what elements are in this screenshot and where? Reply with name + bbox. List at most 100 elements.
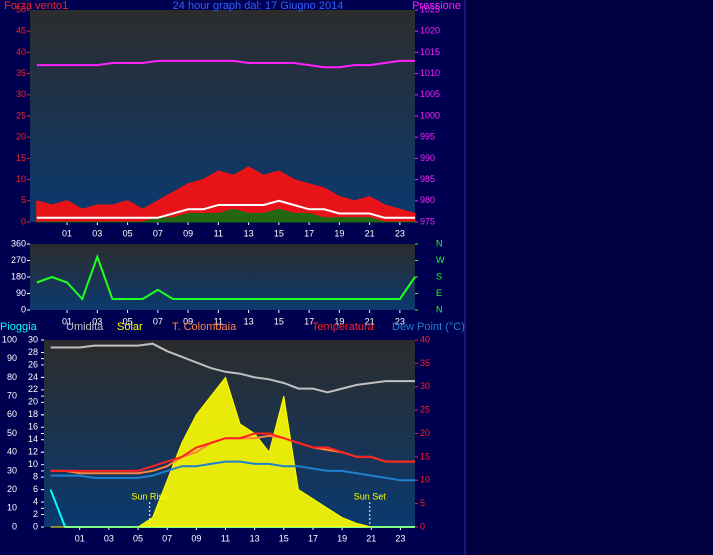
- y2-tick-label: 5: [420, 498, 425, 508]
- y2-tick-label: 1020: [420, 26, 440, 36]
- y2-tick-label: N: [436, 304, 443, 314]
- y3-tick-label: 14: [28, 434, 38, 444]
- y3-tick-label: 8: [33, 472, 38, 482]
- x-tick-label: 17: [304, 316, 314, 326]
- y3-tick-label: 0: [33, 521, 38, 531]
- y2-axis-label: Pressione: [412, 0, 461, 12]
- y2-tick-label: 10: [420, 475, 430, 485]
- y-tick-label: 40: [7, 447, 17, 457]
- y2-tick-label: 1025: [420, 4, 440, 14]
- y-tick-label: 50: [7, 428, 17, 438]
- y-tick-label: 0: [21, 304, 26, 314]
- legend-entry: Solar: [117, 321, 143, 333]
- y2-tick-label: 1005: [420, 89, 440, 99]
- y2-tick-label: 1000: [420, 110, 440, 120]
- series-area: [36, 166, 416, 223]
- x-tick-label: 07: [153, 316, 163, 326]
- x-tick-label: 03: [92, 316, 102, 326]
- x-tick-label: 23: [395, 228, 405, 238]
- y-tick-label: 50: [16, 4, 26, 14]
- y2-tick-label: 40: [420, 334, 430, 344]
- y2-tick-label: 1010: [420, 68, 440, 78]
- legend-entry: Pioggia: [0, 321, 38, 333]
- x-tick-label: 11: [214, 228, 223, 238]
- y2-tick-label: S: [436, 271, 442, 281]
- y2-tick-label: 15: [420, 451, 430, 461]
- x-tick-label: 21: [366, 533, 376, 543]
- x-tick-label: 01: [62, 228, 72, 238]
- x-tick-label: 11: [214, 316, 223, 326]
- x-tick-label: 23: [395, 316, 405, 326]
- y-tick-label: 40: [16, 47, 26, 57]
- y-tick-label: 0: [12, 521, 17, 531]
- x-tick-label: 05: [133, 533, 143, 543]
- y-tick-label: 0: [21, 216, 26, 226]
- chart-title: 24 hour graph dal: 17 Giugno 2014: [173, 0, 344, 12]
- legend-entry: Umidita: [66, 321, 104, 333]
- y3-tick-label: 12: [28, 447, 38, 457]
- y-tick-label: 70: [7, 390, 17, 400]
- y-tick-label: 80: [7, 372, 17, 382]
- y2-tick-label: 980: [420, 195, 435, 205]
- x-tick-label: 07: [162, 533, 172, 543]
- series-line: [50, 432, 415, 472]
- y3-tick-label: 20: [28, 397, 38, 407]
- x-tick-label: 23: [395, 533, 405, 543]
- y2-tick-label: 1015: [420, 47, 440, 57]
- x-tick-label: 11: [221, 533, 230, 543]
- annotation: Sun Set: [354, 491, 387, 501]
- series-line: [36, 59, 415, 69]
- x-tick-label: 03: [104, 533, 114, 543]
- y2-tick-label: N: [436, 238, 443, 248]
- x-tick-label: 05: [123, 228, 133, 238]
- y3-tick-label: 18: [28, 409, 38, 419]
- legend-entry: T. Colombaia: [172, 321, 237, 333]
- x-tick-label: 17: [308, 533, 318, 543]
- x-tick-label: 15: [279, 533, 289, 543]
- x-tick-label: 15: [274, 316, 284, 326]
- x-tick-label: 01: [62, 316, 72, 326]
- series-line: [50, 342, 415, 394]
- y3-tick-label: 6: [33, 484, 38, 494]
- y3-tick-label: 10: [28, 459, 38, 469]
- legend-entry: Dew Point (°C): [392, 321, 465, 333]
- y-tick-label: 15: [16, 153, 26, 163]
- x-tick-label: 19: [334, 228, 344, 238]
- y2-tick-label: 985: [420, 174, 435, 184]
- x-tick-label: 01: [75, 533, 85, 543]
- y3-tick-label: 22: [28, 384, 38, 394]
- y-tick-label: 270: [11, 255, 26, 265]
- x-tick-label: 07: [153, 228, 163, 238]
- y3-tick-label: 26: [28, 359, 38, 369]
- y2-tick-label: 975: [420, 216, 435, 226]
- plot-area: [30, 244, 415, 310]
- y-tick-label: 25: [16, 110, 26, 120]
- x-tick-label: 17: [304, 228, 314, 238]
- y-tick-label: 10: [7, 503, 17, 513]
- x-tick-label: 13: [244, 316, 254, 326]
- y-tick-label: 60: [7, 409, 17, 419]
- x-tick-label: 09: [183, 316, 193, 326]
- x-tick-label: 13: [250, 533, 260, 543]
- y-tick-label: 180: [11, 271, 26, 281]
- y2-tick-label: 30: [420, 381, 430, 391]
- y3-tick-label: 2: [33, 509, 38, 519]
- y2-tick-label: 25: [420, 405, 430, 415]
- y-tick-label: 30: [7, 465, 17, 475]
- series-line: [50, 460, 415, 482]
- x-tick-label: 19: [337, 533, 347, 543]
- y-tick-label: 90: [16, 288, 26, 298]
- y-tick-label: 90: [7, 353, 17, 363]
- y-tick-label: 20: [16, 132, 26, 142]
- y-tick-label: 45: [16, 26, 26, 36]
- y3-tick-label: 16: [28, 422, 38, 432]
- x-tick-label: 19: [334, 316, 344, 326]
- x-tick-label: 09: [191, 533, 201, 543]
- series-line: [36, 253, 416, 301]
- x-tick-label: 15: [274, 228, 284, 238]
- y2-tick-label: 0: [420, 521, 425, 531]
- y-axis-label: Forza vento1: [4, 0, 68, 12]
- x-tick-label: 21: [365, 228, 375, 238]
- y-tick-label: 30: [16, 89, 26, 99]
